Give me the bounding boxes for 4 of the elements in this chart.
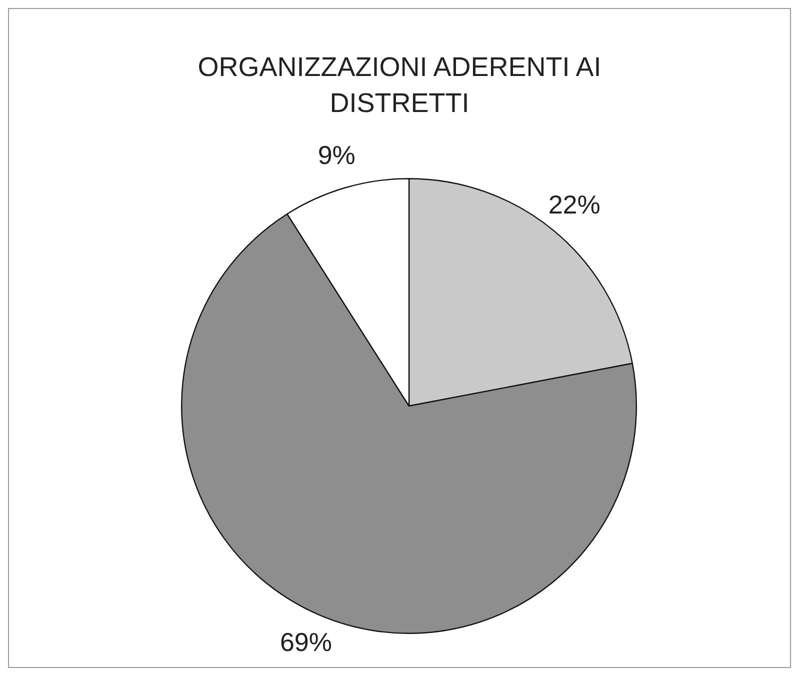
- data-label: 9%: [318, 140, 356, 170]
- data-label: 69%: [280, 627, 332, 658]
- chart-title: ORGANIZZAZIONI ADERENTI AI DISTRETTI: [196, 51, 602, 120]
- data-label: 22%: [548, 189, 600, 220]
